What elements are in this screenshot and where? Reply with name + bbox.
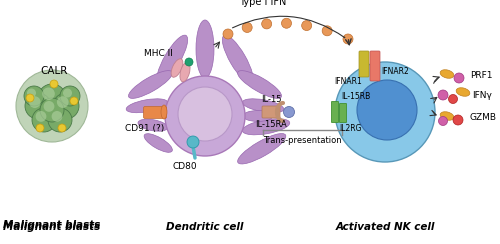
Circle shape — [438, 90, 448, 100]
Text: Malignant blasts: Malignant blasts — [4, 220, 100, 230]
Circle shape — [70, 97, 78, 105]
Text: IFNAR1: IFNAR1 — [334, 77, 362, 86]
Circle shape — [282, 18, 292, 28]
Circle shape — [16, 70, 88, 142]
Ellipse shape — [196, 20, 214, 78]
Circle shape — [26, 94, 34, 102]
FancyBboxPatch shape — [144, 106, 167, 119]
Circle shape — [48, 108, 72, 132]
Circle shape — [448, 94, 458, 103]
Circle shape — [60, 86, 80, 106]
Circle shape — [284, 106, 294, 118]
Circle shape — [454, 73, 464, 83]
Circle shape — [52, 111, 62, 122]
FancyArrowPatch shape — [232, 16, 344, 38]
Circle shape — [185, 58, 193, 66]
Text: IL2RG: IL2RG — [339, 124, 361, 133]
Circle shape — [302, 20, 312, 30]
Text: Type I IFN: Type I IFN — [240, 0, 286, 7]
Ellipse shape — [238, 133, 286, 164]
Text: IL-15RA: IL-15RA — [255, 120, 287, 129]
Circle shape — [262, 19, 272, 29]
Text: CD91 (?): CD91 (?) — [126, 124, 164, 133]
Text: MHC II: MHC II — [144, 50, 173, 59]
Circle shape — [36, 111, 46, 122]
Circle shape — [58, 124, 66, 132]
Text: Malignant blasts: Malignant blasts — [4, 222, 100, 232]
Ellipse shape — [138, 119, 168, 131]
Ellipse shape — [238, 71, 282, 98]
FancyBboxPatch shape — [359, 51, 369, 77]
Text: CALR: CALR — [40, 66, 68, 76]
Text: GZMB: GZMB — [470, 113, 497, 122]
Circle shape — [25, 93, 51, 119]
Circle shape — [322, 26, 332, 36]
Text: IL-15: IL-15 — [261, 95, 281, 104]
Circle shape — [24, 86, 44, 106]
Circle shape — [32, 108, 56, 132]
Circle shape — [40, 98, 64, 122]
Text: IFNAR2: IFNAR2 — [381, 67, 409, 75]
Circle shape — [357, 80, 417, 140]
Ellipse shape — [171, 59, 183, 77]
Circle shape — [53, 93, 79, 119]
Ellipse shape — [242, 99, 284, 113]
Circle shape — [42, 88, 55, 100]
Circle shape — [187, 136, 199, 148]
Circle shape — [57, 96, 68, 108]
Circle shape — [343, 34, 353, 44]
FancyBboxPatch shape — [332, 102, 338, 122]
Circle shape — [63, 89, 72, 98]
Text: CD80: CD80 — [172, 162, 198, 171]
Ellipse shape — [157, 35, 188, 83]
Ellipse shape — [161, 105, 167, 119]
Ellipse shape — [440, 70, 454, 78]
Ellipse shape — [222, 35, 253, 83]
Ellipse shape — [126, 99, 168, 113]
Ellipse shape — [144, 134, 172, 152]
FancyBboxPatch shape — [370, 51, 380, 81]
Text: IL-15RB: IL-15RB — [341, 92, 370, 101]
FancyBboxPatch shape — [340, 103, 346, 122]
Circle shape — [50, 80, 58, 88]
Ellipse shape — [456, 88, 470, 96]
Circle shape — [438, 116, 448, 125]
Circle shape — [242, 22, 252, 32]
Text: PRF1: PRF1 — [470, 71, 492, 81]
Circle shape — [27, 89, 36, 98]
Ellipse shape — [180, 62, 190, 82]
Circle shape — [165, 76, 245, 156]
Text: Trans-presentation: Trans-presentation — [263, 136, 342, 145]
Ellipse shape — [128, 71, 172, 98]
Ellipse shape — [243, 111, 273, 122]
Text: Activated NK cell: Activated NK cell — [336, 222, 434, 232]
Circle shape — [44, 101, 54, 112]
Ellipse shape — [242, 119, 290, 135]
Circle shape — [178, 87, 232, 141]
Text: IFNγ: IFNγ — [472, 91, 492, 100]
Ellipse shape — [440, 112, 454, 120]
Circle shape — [453, 115, 463, 125]
Circle shape — [335, 62, 435, 162]
Text: Dendritic cell: Dendritic cell — [166, 222, 244, 232]
FancyBboxPatch shape — [262, 106, 280, 118]
Circle shape — [29, 96, 40, 108]
Circle shape — [36, 124, 44, 132]
Circle shape — [38, 84, 66, 112]
Circle shape — [223, 29, 233, 39]
